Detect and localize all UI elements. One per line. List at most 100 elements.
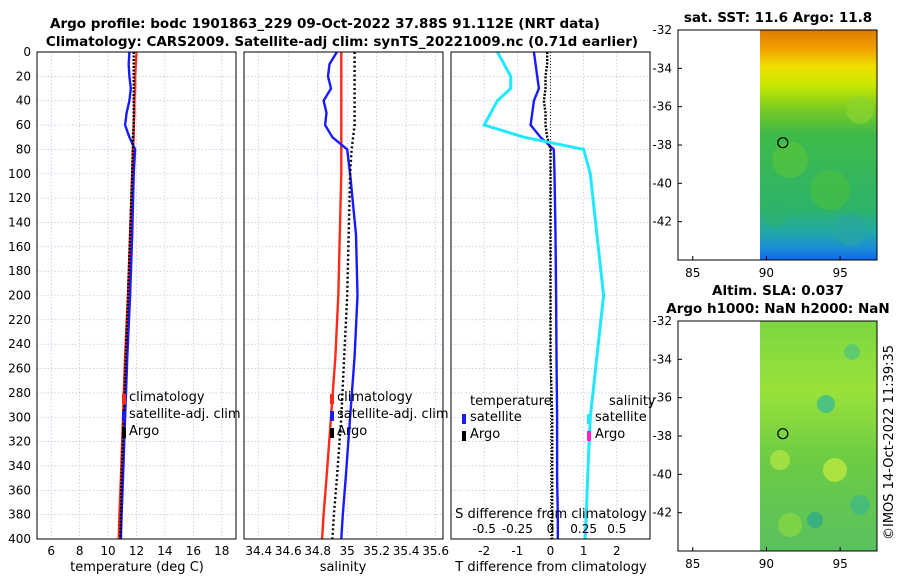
- difference-gridlines: [451, 52, 650, 539]
- x-tick-label: -1: [511, 544, 523, 558]
- y-tick-label: 160: [8, 240, 31, 254]
- x-tick-label: 8: [76, 544, 84, 558]
- texture-blob: [810, 170, 850, 210]
- texture-blob: [772, 142, 808, 178]
- y-tick-label: 260: [8, 362, 31, 376]
- legend-label: satellite: [470, 410, 522, 425]
- map-y-tick-label: -42: [652, 215, 672, 229]
- map-y-tick-label: -38: [652, 138, 672, 152]
- x-tick-label: 0: [547, 544, 555, 558]
- x-tick-label: 2: [613, 544, 621, 558]
- temperature-xlabel: temperature (deg C): [70, 560, 204, 575]
- legend-label: Argo: [595, 427, 625, 442]
- series-line-satellite-adj-clim: [322, 51, 359, 540]
- sla-map-panel: Altim. SLA: 0.037 Argo h1000: NaN h2000:…: [652, 283, 889, 571]
- sst-argo-location-marker: [777, 137, 789, 149]
- difference-top-label: S difference from climatology: [455, 507, 647, 522]
- sst-field-texture: [763, 96, 874, 246]
- temperature-ticks: 6 8 10 12 14 16 180204060801001201401601802002…: [8, 45, 229, 558]
- map-x-tick-label: 90: [759, 557, 774, 571]
- temperature-panel: 6 8 10 12 14 16 180204060801001201401601802002…: [8, 45, 241, 575]
- series-line-temperature-satellite: [529, 51, 559, 539]
- map-x-tick-label: 95: [833, 557, 848, 571]
- sst-map-panel: sat. SST: 11.6 Argo: 11.8 85 90 95 -32 -34 -3…: [652, 10, 878, 280]
- sst-map-ticks: 85 90 95 -32 -34 -36 -38 -40 -42: [652, 23, 847, 280]
- x-tick-label: 35.6: [422, 544, 449, 558]
- texture-blob: [850, 495, 870, 515]
- x-tick-label: 6: [47, 544, 55, 558]
- x-tick-label: 16: [186, 544, 201, 558]
- series-line-argo: [331, 52, 356, 540]
- map-y-tick-label: -36: [652, 100, 672, 114]
- difference-legend: temperature salinitysatelliteArgosatellit…: [462, 394, 656, 442]
- sla-field-texture: [770, 344, 870, 537]
- x-tick-label: 35.2: [363, 544, 390, 558]
- map-y-tick-label: -42: [652, 506, 672, 520]
- difference-xlabel: T difference from climatology: [454, 560, 647, 575]
- temperature-legend: climatology satellite-adj. clim Argo: [122, 390, 241, 439]
- x-tick-label: 34.8: [304, 544, 331, 558]
- legend-label: satellite: [595, 410, 647, 425]
- map-x-tick-label: 90: [759, 266, 774, 280]
- difference-axes-frame: [450, 51, 651, 540]
- series-line-climatology: [320, 52, 343, 540]
- y-tick-label: 40: [16, 94, 31, 108]
- y-tick-label: 60: [16, 118, 31, 132]
- x-tick-label: 34.6: [275, 544, 302, 558]
- map-y-tick-label: -34: [652, 61, 672, 75]
- temperature-axes-frame: [36, 51, 237, 540]
- texture-blob: [817, 395, 835, 413]
- top-x-tick-label: -0.25: [502, 522, 533, 536]
- legend-label: Argo: [337, 424, 367, 439]
- figure-title-line2: Climatology: CARS2009. Satellite-adj cli…: [46, 34, 638, 50]
- legend-label: Argo: [129, 424, 159, 439]
- x-tick-label: 18: [214, 544, 229, 558]
- series-line-salinity-satellite: [482, 51, 606, 540]
- texture-blob: [807, 512, 823, 528]
- map-y-tick-label: -40: [652, 176, 672, 190]
- y-tick-label: 340: [8, 459, 31, 473]
- difference-ticks: -2 -1 0 1 2 -0.5 -0.25 0 0.25 0.5: [472, 522, 626, 558]
- sla-map-title-line2: Argo h1000: NaN h2000: NaN: [666, 301, 889, 317]
- top-x-tick-label: 0.25: [570, 522, 597, 536]
- figure-title-line1: Argo profile: bodc 1901863_229 09-Oct-20…: [50, 16, 600, 32]
- map-x-tick-label: 95: [833, 266, 848, 280]
- salinity-panel: 34.4 34.6 34.8 35 35.2 35.4 35.6 climatology sa…: [243, 51, 449, 575]
- y-tick-label: 240: [8, 337, 31, 351]
- sla-map-title-line1: Altim. SLA: 0.037: [712, 283, 844, 299]
- legend-label: climatology: [337, 390, 413, 405]
- y-tick-label: 360: [8, 483, 31, 497]
- texture-blob: [844, 344, 860, 360]
- difference-profiles: [482, 51, 606, 540]
- salinity-ticks: 34.4 34.6 34.8 35 35.2 35.4 35.6: [245, 544, 449, 558]
- y-tick-label: 0: [23, 45, 31, 59]
- temperature-gridlines: [37, 52, 236, 539]
- map-x-tick-label: 85: [685, 557, 700, 571]
- map-y-tick-label: -34: [652, 352, 672, 366]
- y-tick-label: 300: [8, 410, 31, 424]
- texture-blob: [763, 203, 787, 227]
- salinity-gridlines: [244, 52, 443, 539]
- y-tick-label: 280: [8, 386, 31, 400]
- legend-label: Argo: [470, 427, 500, 442]
- x-tick-label: 35: [340, 544, 355, 558]
- y-tick-label: 20: [16, 69, 31, 83]
- x-tick-label: 35.4: [393, 544, 420, 558]
- y-tick-label: 200: [8, 289, 31, 303]
- y-tick-label: 320: [8, 435, 31, 449]
- legend-label: climatology: [129, 390, 205, 405]
- y-tick-label: 140: [8, 215, 31, 229]
- texture-blob: [846, 96, 874, 124]
- sla-map-ticks: 85 90 95 -32 -34 -36 -38 -40 -42: [652, 314, 847, 571]
- salinity-legend: climatology satellite-adj. clim Argo: [330, 390, 449, 439]
- texture-blob: [770, 450, 790, 470]
- top-x-tick-label: 0: [547, 522, 555, 536]
- y-tick-label: 380: [8, 508, 31, 522]
- map-y-tick-label: -40: [652, 467, 672, 481]
- texture-blob: [823, 458, 847, 482]
- x-tick-label: 14: [157, 544, 172, 558]
- y-tick-label: 100: [8, 167, 31, 181]
- sst-map-title: sat. SST: 11.6 Argo: 11.8: [684, 10, 872, 26]
- legend-title-temperature: temperature: [470, 394, 552, 409]
- x-tick-label: 34.4: [245, 544, 272, 558]
